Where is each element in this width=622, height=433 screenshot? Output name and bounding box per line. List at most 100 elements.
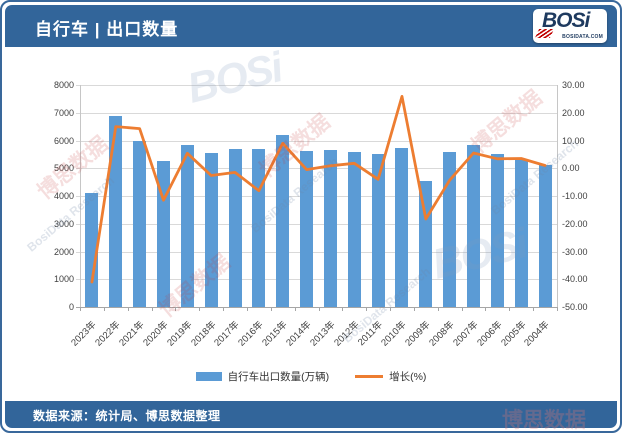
y-axis-label-left: 0 xyxy=(68,302,74,312)
axis-tick xyxy=(557,307,558,311)
grid-line xyxy=(76,251,557,253)
footer-bar: 数据来源：统计局、博思数据整理 xyxy=(5,401,617,428)
y-axis-label-left: 7000 xyxy=(53,107,74,118)
axis-tick xyxy=(485,307,487,311)
y-axis-label-right: -50.00 xyxy=(562,302,588,312)
axis-tick xyxy=(294,307,296,311)
axis-tick xyxy=(223,307,225,311)
bar xyxy=(276,134,290,307)
x-axis-label: 2010年 xyxy=(379,319,409,349)
bar xyxy=(156,161,170,307)
axis-tick xyxy=(199,307,201,311)
x-axis-label: 2018年 xyxy=(188,319,219,349)
y-axis-label-right: 0.00 xyxy=(562,163,580,174)
grid-line xyxy=(76,85,557,86)
axis-tick xyxy=(127,307,129,311)
x-axis-label: 2009年 xyxy=(403,319,433,349)
header-bar: 自行车 | 出口数量 BOSi BOSIDATA.COM xyxy=(5,5,617,47)
x-axis-label: 2013年 xyxy=(307,319,338,349)
bar xyxy=(252,148,266,307)
x-axis-label: 2014年 xyxy=(284,319,314,349)
x-axis-label: 2017年 xyxy=(212,319,243,349)
bar xyxy=(204,152,218,307)
y-axis-label-right: 30.00 xyxy=(562,80,585,90)
axis-tick xyxy=(103,307,105,311)
y-axis-label-right: -10.00 xyxy=(562,191,588,201)
y-axis-label-left: 3000 xyxy=(53,218,74,229)
bar xyxy=(347,151,361,307)
axis-tick xyxy=(270,307,272,311)
grid-line xyxy=(76,168,557,170)
logo-domain-text: BOSIDATA.COM xyxy=(562,34,603,40)
x-axis-label: 2012年 xyxy=(331,319,362,349)
bar xyxy=(490,153,504,307)
bar xyxy=(538,165,552,307)
legend-line-label: 增长(%) xyxy=(389,371,427,383)
axis-tick xyxy=(80,307,81,311)
bar xyxy=(109,115,123,307)
legend: 自行车出口数量(万辆) 增长(%) xyxy=(2,369,620,384)
bar xyxy=(467,144,481,307)
legend-bar-label: 自行车出口数量(万辆) xyxy=(227,371,330,383)
grid-line xyxy=(76,307,557,308)
data-source-text: 数据来源：统计局、博思数据整理 xyxy=(33,409,221,423)
chart-title: 自行车 | 出口数量 xyxy=(35,20,179,39)
axis-tick xyxy=(151,307,153,311)
x-axis-label: 2011年 xyxy=(356,319,386,349)
x-axis-label: 2006年 xyxy=(474,319,505,349)
x-axis-label: 2023年 xyxy=(69,319,99,349)
axis-tick xyxy=(366,307,368,311)
bar xyxy=(371,154,385,307)
legend-item-export-qty: 自行车出口数量(万辆) xyxy=(195,369,330,384)
x-axis-label: 2019年 xyxy=(164,319,195,349)
x-axis-label: 2016年 xyxy=(236,319,266,349)
x-axis-label: 2020年 xyxy=(141,319,171,349)
grid-line xyxy=(76,279,557,281)
y-axis-label-left: 6000 xyxy=(53,135,74,146)
bar xyxy=(419,180,433,307)
axis-tick xyxy=(413,307,415,311)
axis-tick xyxy=(461,307,463,311)
bar xyxy=(323,150,337,307)
bar xyxy=(443,151,457,307)
x-axis-label: 2005年 xyxy=(498,319,529,349)
axis-tick xyxy=(533,307,535,311)
x-axis-label: 2022年 xyxy=(93,319,123,349)
x-axis-label: 2008年 xyxy=(427,319,457,349)
axis-tick xyxy=(342,307,344,311)
bosi-logo: BOSi BOSIDATA.COM xyxy=(533,9,607,43)
bar xyxy=(85,193,99,307)
legend-line-swatch xyxy=(355,375,384,378)
legend-bar-swatch xyxy=(195,372,222,381)
bar xyxy=(300,151,314,307)
bar xyxy=(514,158,528,307)
x-axis-label: 2007年 xyxy=(451,319,481,349)
y-axis-label-left: 5000 xyxy=(53,163,74,174)
axis-tick xyxy=(246,307,248,311)
y-axis-label-right: 10.00 xyxy=(562,135,585,146)
x-axis-label: 2015年 xyxy=(260,319,290,349)
y-axis-label-right: 20.00 xyxy=(562,107,585,118)
x-axis-label: 2021年 xyxy=(117,319,147,349)
y-axis-label-right: -20.00 xyxy=(562,218,588,229)
y-axis-label-right: -40.00 xyxy=(562,274,588,285)
grid-line xyxy=(76,140,557,142)
y-axis-line-left xyxy=(80,85,81,307)
grid-line xyxy=(76,196,557,197)
bar xyxy=(228,148,242,307)
bar xyxy=(395,147,409,307)
bar xyxy=(133,140,147,307)
axis-tick xyxy=(175,307,177,311)
y-axis-label-left: 2000 xyxy=(53,246,74,257)
y-axis-line-right xyxy=(557,85,558,311)
y-axis-label-left: 8000 xyxy=(53,80,74,90)
grid-line xyxy=(76,223,557,225)
axis-tick xyxy=(437,307,439,311)
bar xyxy=(180,144,194,307)
y-axis-label-left: 4000 xyxy=(53,191,74,201)
y-axis-label-left: 1000 xyxy=(53,274,74,285)
x-axis-label: 2004年 xyxy=(522,319,553,349)
grid-line xyxy=(76,112,557,114)
bosi-logo-text: BOSi xyxy=(542,9,590,32)
